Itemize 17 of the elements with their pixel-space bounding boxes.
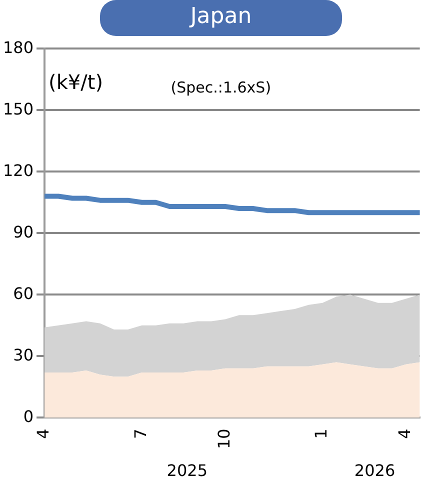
y-tick-label: 90 xyxy=(13,222,34,242)
x-tick-label: 4 xyxy=(34,428,53,439)
text: 2025 xyxy=(166,461,208,480)
text: 2026 xyxy=(354,461,396,480)
x-tick-label: 7 xyxy=(130,428,150,439)
y-axis-title: (k¥/t) xyxy=(48,70,104,94)
y-tick-label: 60 xyxy=(13,284,34,303)
y-tick-label: 0 xyxy=(23,406,34,426)
x-tick-label: 1 xyxy=(312,428,331,439)
y-tick-label: 120 xyxy=(2,160,34,180)
y-tick-label: 150 xyxy=(2,99,34,118)
annotation: (Spec.:1.6xS) xyxy=(170,78,272,96)
x-tick-label: 4 xyxy=(395,428,414,439)
y-tick-label: 180 xyxy=(2,38,34,57)
y-tick-label: 30 xyxy=(13,345,34,364)
chart-title: Japan xyxy=(100,0,342,36)
x-tick-label: 10 xyxy=(214,428,234,449)
